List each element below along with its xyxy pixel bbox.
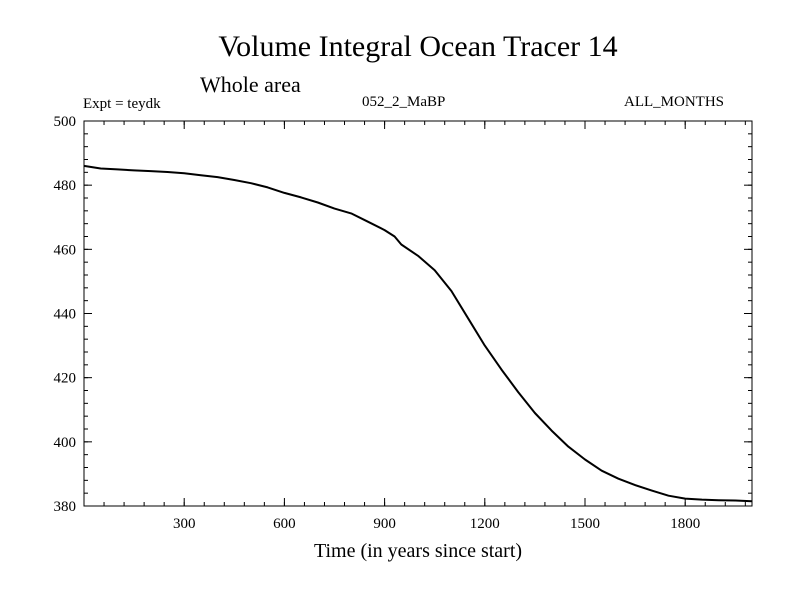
- y-tick-label: 380: [54, 499, 77, 515]
- x-tick-label: 1200: [470, 516, 500, 532]
- x-axis-label: Time (in years since start): [313, 540, 523, 562]
- axis-ticks: [84, 120, 752, 507]
- tick-labels: 300 600 900 1200 1500 1800 380 400 420 440 460 480 5…: [54, 114, 701, 532]
- months-label: ALL_MONTHS: [624, 94, 724, 110]
- chart-subtitle: Whole area: [200, 72, 301, 97]
- series-line: [83, 164, 753, 503]
- series-group: [83, 164, 753, 503]
- x-tick-label: 1800: [670, 516, 700, 532]
- x-tick-label: 900: [373, 516, 396, 532]
- x-tick-label: 600: [273, 516, 296, 532]
- chart-title: Volume Integral Ocean Tracer 14: [218, 30, 618, 63]
- x-tick-label: 300: [173, 516, 196, 532]
- y-tick-label: 440: [54, 307, 77, 323]
- y-tick-label: 460: [54, 242, 77, 258]
- y-tick-label: 500: [54, 114, 77, 130]
- y-tick-label: 420: [54, 371, 77, 387]
- y-tick-label: 480: [54, 178, 77, 194]
- plot-frame: [83, 120, 753, 507]
- x-tick-label: 1500: [570, 516, 600, 532]
- period-label: 052_2_MaBP: [362, 94, 446, 110]
- experiment-label: Expt = teydk: [83, 96, 161, 112]
- y-tick-label: 400: [54, 435, 77, 451]
